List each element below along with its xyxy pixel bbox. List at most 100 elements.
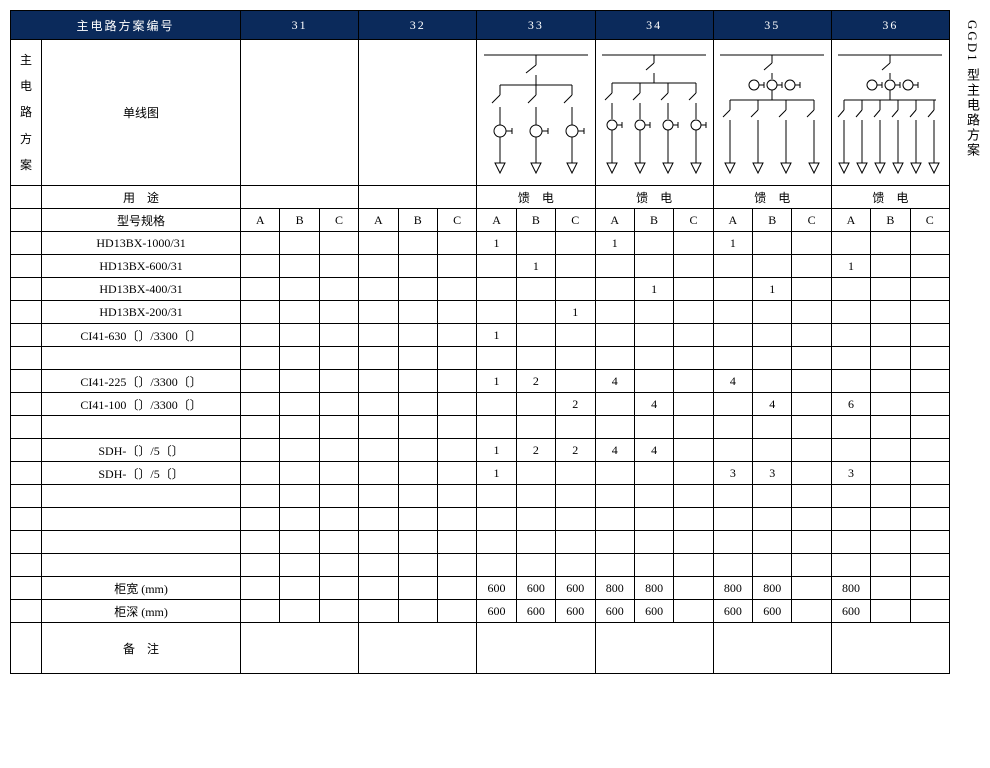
table-cell	[280, 600, 319, 623]
table-cell: 4	[595, 370, 634, 393]
table-cell	[319, 485, 358, 508]
table-cell	[792, 232, 831, 255]
table-cell: 600	[634, 600, 673, 623]
table-cell	[792, 370, 831, 393]
table-cell	[753, 301, 792, 324]
sub-a: A	[241, 209, 280, 232]
empty-cell	[11, 623, 42, 674]
table-cell	[398, 508, 437, 531]
spec-label	[42, 531, 241, 554]
table-cell	[398, 577, 437, 600]
table-cell	[556, 347, 595, 370]
table-cell	[556, 485, 595, 508]
table-cell	[910, 324, 949, 347]
table-cell	[359, 439, 398, 462]
table-cell	[910, 393, 949, 416]
table-cell	[792, 324, 831, 347]
table-cell	[319, 278, 358, 301]
table-cell	[280, 278, 319, 301]
table-cell	[753, 439, 792, 462]
table-cell	[477, 255, 516, 278]
spec-label: 柜深 (mm)	[42, 600, 241, 623]
table-cell	[359, 577, 398, 600]
table-cell	[437, 508, 476, 531]
table-cell	[713, 485, 752, 508]
table-cell	[437, 232, 476, 255]
table-cell: 6	[831, 393, 870, 416]
table-cell	[713, 347, 752, 370]
empty-cell	[11, 554, 42, 577]
table-cell	[753, 232, 792, 255]
table-cell	[831, 416, 870, 439]
table-cell	[280, 554, 319, 577]
table-cell: 600	[516, 600, 555, 623]
table-cell	[516, 278, 555, 301]
table-cell	[241, 232, 280, 255]
table-cell	[792, 255, 831, 278]
table-cell	[556, 462, 595, 485]
table-cell	[753, 531, 792, 554]
table-cell: 600	[477, 577, 516, 600]
table-cell	[241, 439, 280, 462]
table-cell	[359, 255, 398, 278]
table-cell	[595, 278, 634, 301]
empty-cell	[11, 370, 42, 393]
table-cell	[241, 600, 280, 623]
table-cell	[437, 301, 476, 324]
table-cell: 1	[477, 232, 516, 255]
table-cell	[437, 577, 476, 600]
table-cell	[241, 370, 280, 393]
table-cell	[437, 278, 476, 301]
table-cell: 3	[753, 462, 792, 485]
table-cell	[477, 278, 516, 301]
table-cell	[910, 370, 949, 393]
table-cell: 2	[556, 439, 595, 462]
table-cell	[398, 324, 437, 347]
usage-36: 馈 电	[831, 186, 949, 209]
table-cell	[556, 278, 595, 301]
table-cell	[556, 508, 595, 531]
spec-header: 型号规格	[42, 209, 241, 232]
empty-cell	[11, 232, 42, 255]
table-cell: 1	[713, 232, 752, 255]
table-cell	[398, 600, 437, 623]
table-cell	[398, 232, 437, 255]
empty-cell	[11, 508, 42, 531]
spec-label: 柜宽 (mm)	[42, 577, 241, 600]
sub-c: C	[910, 209, 949, 232]
table-cell	[280, 301, 319, 324]
table-cell	[319, 531, 358, 554]
table-cell	[398, 416, 437, 439]
table-cell	[241, 508, 280, 531]
sub-c: C	[792, 209, 831, 232]
notes-31	[241, 623, 359, 674]
table-cell	[398, 278, 437, 301]
table-cell	[319, 370, 358, 393]
table-cell	[595, 347, 634, 370]
table-cell	[595, 416, 634, 439]
sub-b: B	[516, 209, 555, 232]
table-cell: 2	[556, 393, 595, 416]
spec-label	[42, 485, 241, 508]
table-cell	[871, 255, 910, 278]
table-cell	[595, 554, 634, 577]
sub-a: A	[477, 209, 516, 232]
circuit-diagram-34	[598, 45, 710, 180]
table-cell	[516, 324, 555, 347]
table-cell: 800	[753, 577, 792, 600]
table-cell	[674, 554, 713, 577]
table-cell	[871, 416, 910, 439]
spec-label: SDH-〔〕/5〔〕	[42, 439, 241, 462]
table-cell	[753, 347, 792, 370]
table-cell	[831, 439, 870, 462]
table-cell	[241, 255, 280, 278]
spec-label	[42, 554, 241, 577]
table-cell	[831, 508, 870, 531]
table-cell	[634, 531, 673, 554]
diagram-33	[477, 40, 595, 186]
sub-c: C	[556, 209, 595, 232]
table-cell	[477, 508, 516, 531]
table-cell	[319, 393, 358, 416]
table-cell	[280, 508, 319, 531]
table-cell	[398, 439, 437, 462]
